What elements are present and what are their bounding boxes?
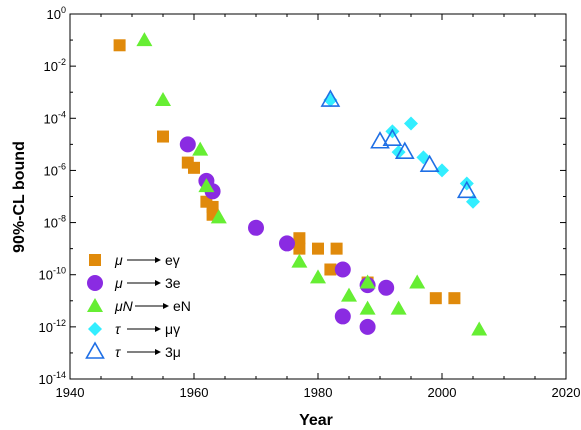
mu-egamma-point	[157, 130, 169, 143]
muN-eN-point	[291, 253, 308, 268]
legend-marker	[87, 298, 103, 312]
x-tick-labels: 1940 1960 1980 2000 2020	[56, 385, 581, 400]
y-tick-label: 10-12	[39, 318, 66, 335]
mu-3e-point	[248, 219, 264, 236]
mu-egamma-point	[330, 242, 343, 255]
mu-3e-point	[334, 308, 351, 325]
tau-mugamma-point	[435, 163, 449, 178]
y-tick-label: 10-6	[44, 161, 66, 178]
mu-3e-point	[334, 261, 351, 278]
legend-label: μN	[114, 298, 134, 314]
muN-eN-point	[359, 274, 376, 289]
legend-label-target: μγ	[165, 321, 180, 337]
mu-egamma-point	[293, 242, 306, 255]
legend-label: μ	[114, 252, 123, 268]
mu-egamma-point	[312, 242, 324, 255]
y-tick-label: 10-8	[44, 214, 66, 231]
muN-eN-point	[471, 321, 488, 336]
tau-3mu-point	[382, 128, 403, 146]
x-axis-title: Year	[299, 412, 333, 429]
legend-arrowhead	[155, 326, 161, 332]
muN-eN-point	[155, 92, 171, 107]
y-tick-label: 10-10	[39, 266, 66, 283]
tau-mugamma-point	[466, 194, 480, 209]
legend-arrowhead	[155, 257, 161, 263]
tau-3mu-point	[456, 180, 477, 199]
legend-label: τ	[115, 321, 121, 337]
x-tick-label: 2020	[552, 385, 581, 400]
legend-label: τ	[115, 344, 121, 360]
muN-eN-point	[210, 209, 227, 224]
y-tick-label: 100	[47, 5, 66, 22]
y-tick-label: 10-2	[44, 57, 66, 74]
y-tick-label: 10-4	[44, 109, 66, 126]
mu-3e-point	[179, 136, 196, 153]
legend-arrowhead	[155, 280, 161, 286]
muN-eN-point	[198, 178, 215, 193]
legend-marker	[85, 341, 105, 359]
legend-label-target: 3μ	[165, 344, 181, 360]
legend-arrowhead	[163, 303, 169, 309]
legend-marker	[88, 322, 102, 336]
y-tick-label: 10-14	[39, 370, 66, 387]
mu-3e-point	[279, 235, 295, 252]
tau-mugamma-point	[391, 145, 406, 160]
legend-label-target: eγ	[165, 252, 180, 268]
legend-arrowhead	[155, 349, 161, 355]
legend-marker	[87, 275, 103, 291]
x-tick-label: 2000	[428, 385, 457, 400]
muN-eN-point	[310, 269, 326, 284]
x-tick-label: 1940	[56, 385, 85, 400]
muN-eN-point	[136, 32, 153, 47]
mu-egamma-point	[113, 39, 126, 52]
y-tick-labels: 10-14 10-12 10-10 10-8 10-6 10-4 10-2 100	[39, 5, 66, 387]
muN-eN-point	[359, 300, 376, 315]
muN-eN-point	[390, 300, 407, 315]
muN-eN-point	[192, 141, 209, 156]
muN-eN-point	[341, 287, 357, 302]
legend-marker	[89, 254, 101, 266]
x-tick-label: 1960	[180, 385, 209, 400]
mu-egamma-point	[448, 292, 461, 305]
x-tick-label: 1980	[304, 385, 333, 400]
y-axis-title: 90%-CL bound	[11, 141, 28, 253]
mu-egamma-point	[429, 292, 442, 305]
mu-3e-point	[378, 279, 395, 296]
tau-3mu-point	[419, 154, 440, 173]
mu-egamma-point	[293, 232, 306, 245]
legend-label-target: eN	[173, 298, 191, 314]
plot-frame	[69, 13, 567, 380]
tau-3mu-point	[394, 141, 415, 159]
muN-eN-point	[409, 274, 426, 289]
legend: μ eγ μ 3e μN eN τ μγ τ 3μ	[85, 252, 191, 360]
data-points	[113, 32, 488, 336]
axis-ticks	[69, 13, 567, 380]
tau-3mu-point	[320, 89, 341, 107]
tau-3mu-point	[370, 131, 390, 149]
mu-egamma-point	[188, 161, 200, 174]
mu-3e-point	[359, 318, 376, 335]
legend-label: μ	[114, 275, 123, 291]
tau-mugamma-point	[404, 116, 418, 131]
legend-label-target: 3e	[165, 275, 181, 291]
mu-egamma-point	[324, 263, 337, 276]
